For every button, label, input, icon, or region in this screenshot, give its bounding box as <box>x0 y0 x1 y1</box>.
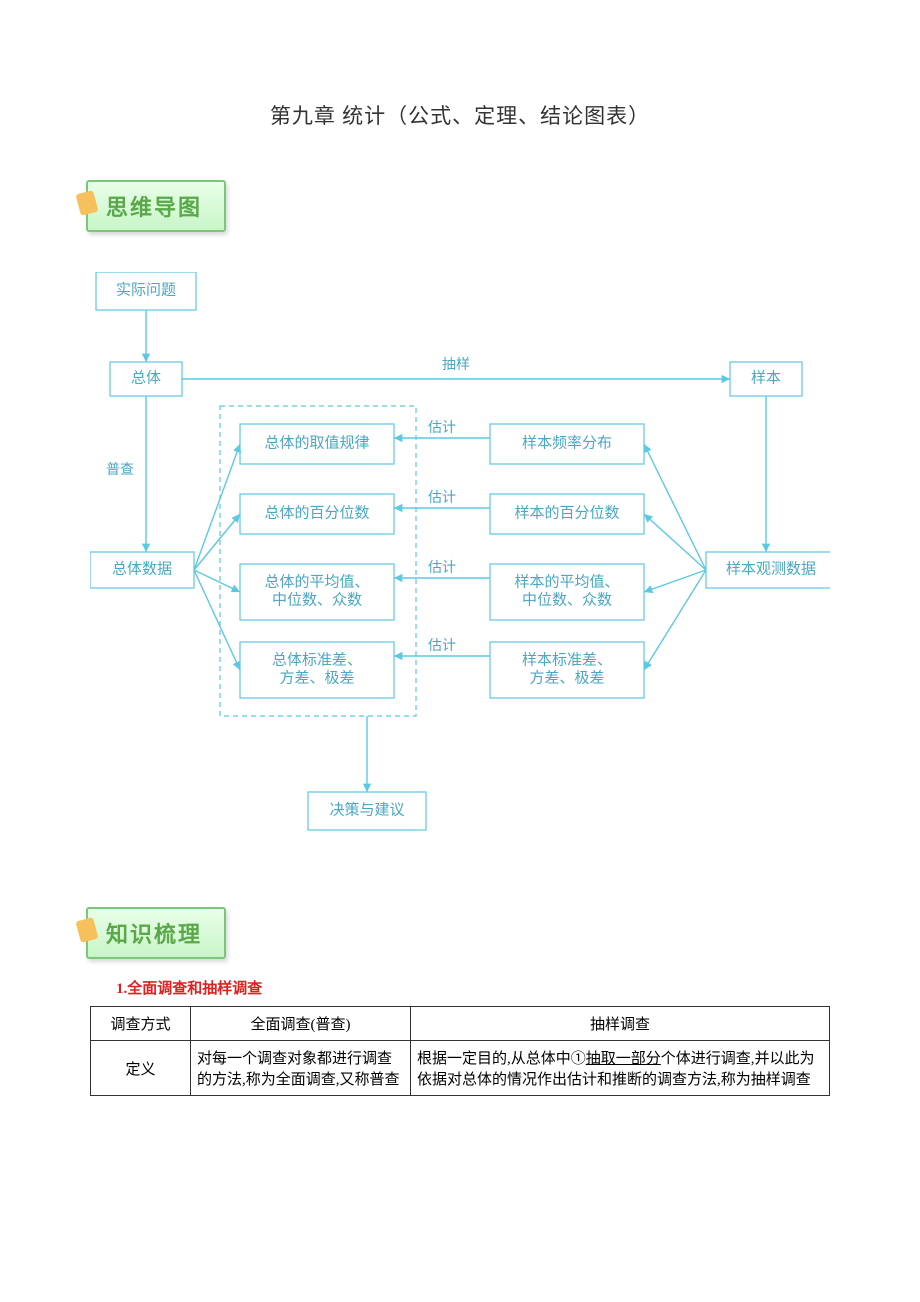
col-header-method: 调查方式 <box>91 1007 191 1041</box>
svg-text:总体的平均值、: 总体的平均值、 <box>264 573 369 590</box>
svg-text:总体的百分位数: 总体的百分位数 <box>264 504 369 521</box>
section1-heading: 1.全面调查和抽样调查 <box>116 977 830 998</box>
definition-table: 调查方式 全面调查(普查) 抽样调查 定义 对每一个调查对象都进行调查的方法,称… <box>90 1006 830 1096</box>
cell-full-def: 对每一个调查对象都进行调查的方法,称为全面调查,又称普查 <box>191 1041 411 1096</box>
svg-text:样本标准差、: 样本标准差、 <box>522 651 612 668</box>
heading-knowledge: 知识梳理 <box>86 907 226 959</box>
svg-text:估计: 估计 <box>428 560 456 576</box>
svg-text:样本的百分位数: 样本的百分位数 <box>514 504 619 521</box>
svg-text:抽样: 抽样 <box>442 357 470 373</box>
cell-sample-pre: 根据一定目的,从总体中① <box>417 1051 586 1067</box>
svg-text:样本的平均值、: 样本的平均值、 <box>514 573 619 590</box>
cell-sample-underline: 抽取一部分 <box>586 1051 661 1067</box>
svg-text:样本: 样本 <box>751 369 781 386</box>
page-title: 第九章 统计（公式、定理、结论图表） <box>90 100 830 130</box>
svg-text:方差、极差: 方差、极差 <box>279 669 354 686</box>
svg-text:中位数、众数: 中位数、众数 <box>522 591 612 608</box>
col-header-full: 全面调查(普查) <box>191 1007 411 1041</box>
svg-text:普查: 普查 <box>106 462 134 478</box>
svg-text:方差、极差: 方差、极差 <box>529 669 604 686</box>
flowchart: 实际问题总体样本总体数据样本观测数据总体的取值规律样本频率分布总体的百分位数样本… <box>90 272 830 867</box>
svg-text:估计: 估计 <box>428 490 456 506</box>
cell-sample-def: 根据一定目的,从总体中①抽取一部分个体进行调查,并以此为依据对总体的情况作出估计… <box>411 1041 830 1096</box>
svg-text:中位数、众数: 中位数、众数 <box>272 591 362 608</box>
svg-text:总体的取值规律: 总体的取值规律 <box>264 434 369 451</box>
svg-text:决策与建议: 决策与建议 <box>329 801 404 818</box>
flowchart-svg: 实际问题总体样本总体数据样本观测数据总体的取值规律样本频率分布总体的百分位数样本… <box>90 272 830 862</box>
svg-text:样本频率分布: 样本频率分布 <box>522 434 612 451</box>
svg-text:样本观测数据: 样本观测数据 <box>726 560 816 577</box>
heading-mindmap: 思维导图 <box>86 180 226 232</box>
svg-text:估计: 估计 <box>428 638 456 654</box>
svg-text:实际问题: 实际问题 <box>116 281 176 298</box>
table-header-row: 调查方式 全面调查(普查) 抽样调查 <box>91 1007 830 1041</box>
svg-text:总体标准差、: 总体标准差、 <box>272 651 362 668</box>
svg-text:总体数据: 总体数据 <box>112 560 172 577</box>
row-header-definition: 定义 <box>91 1041 191 1096</box>
table-row: 定义 对每一个调查对象都进行调查的方法,称为全面调查,又称普查 根据一定目的,从… <box>91 1041 830 1096</box>
svg-text:总体: 总体 <box>131 369 161 386</box>
col-header-sample: 抽样调查 <box>411 1007 830 1041</box>
svg-text:估计: 估计 <box>428 420 456 436</box>
